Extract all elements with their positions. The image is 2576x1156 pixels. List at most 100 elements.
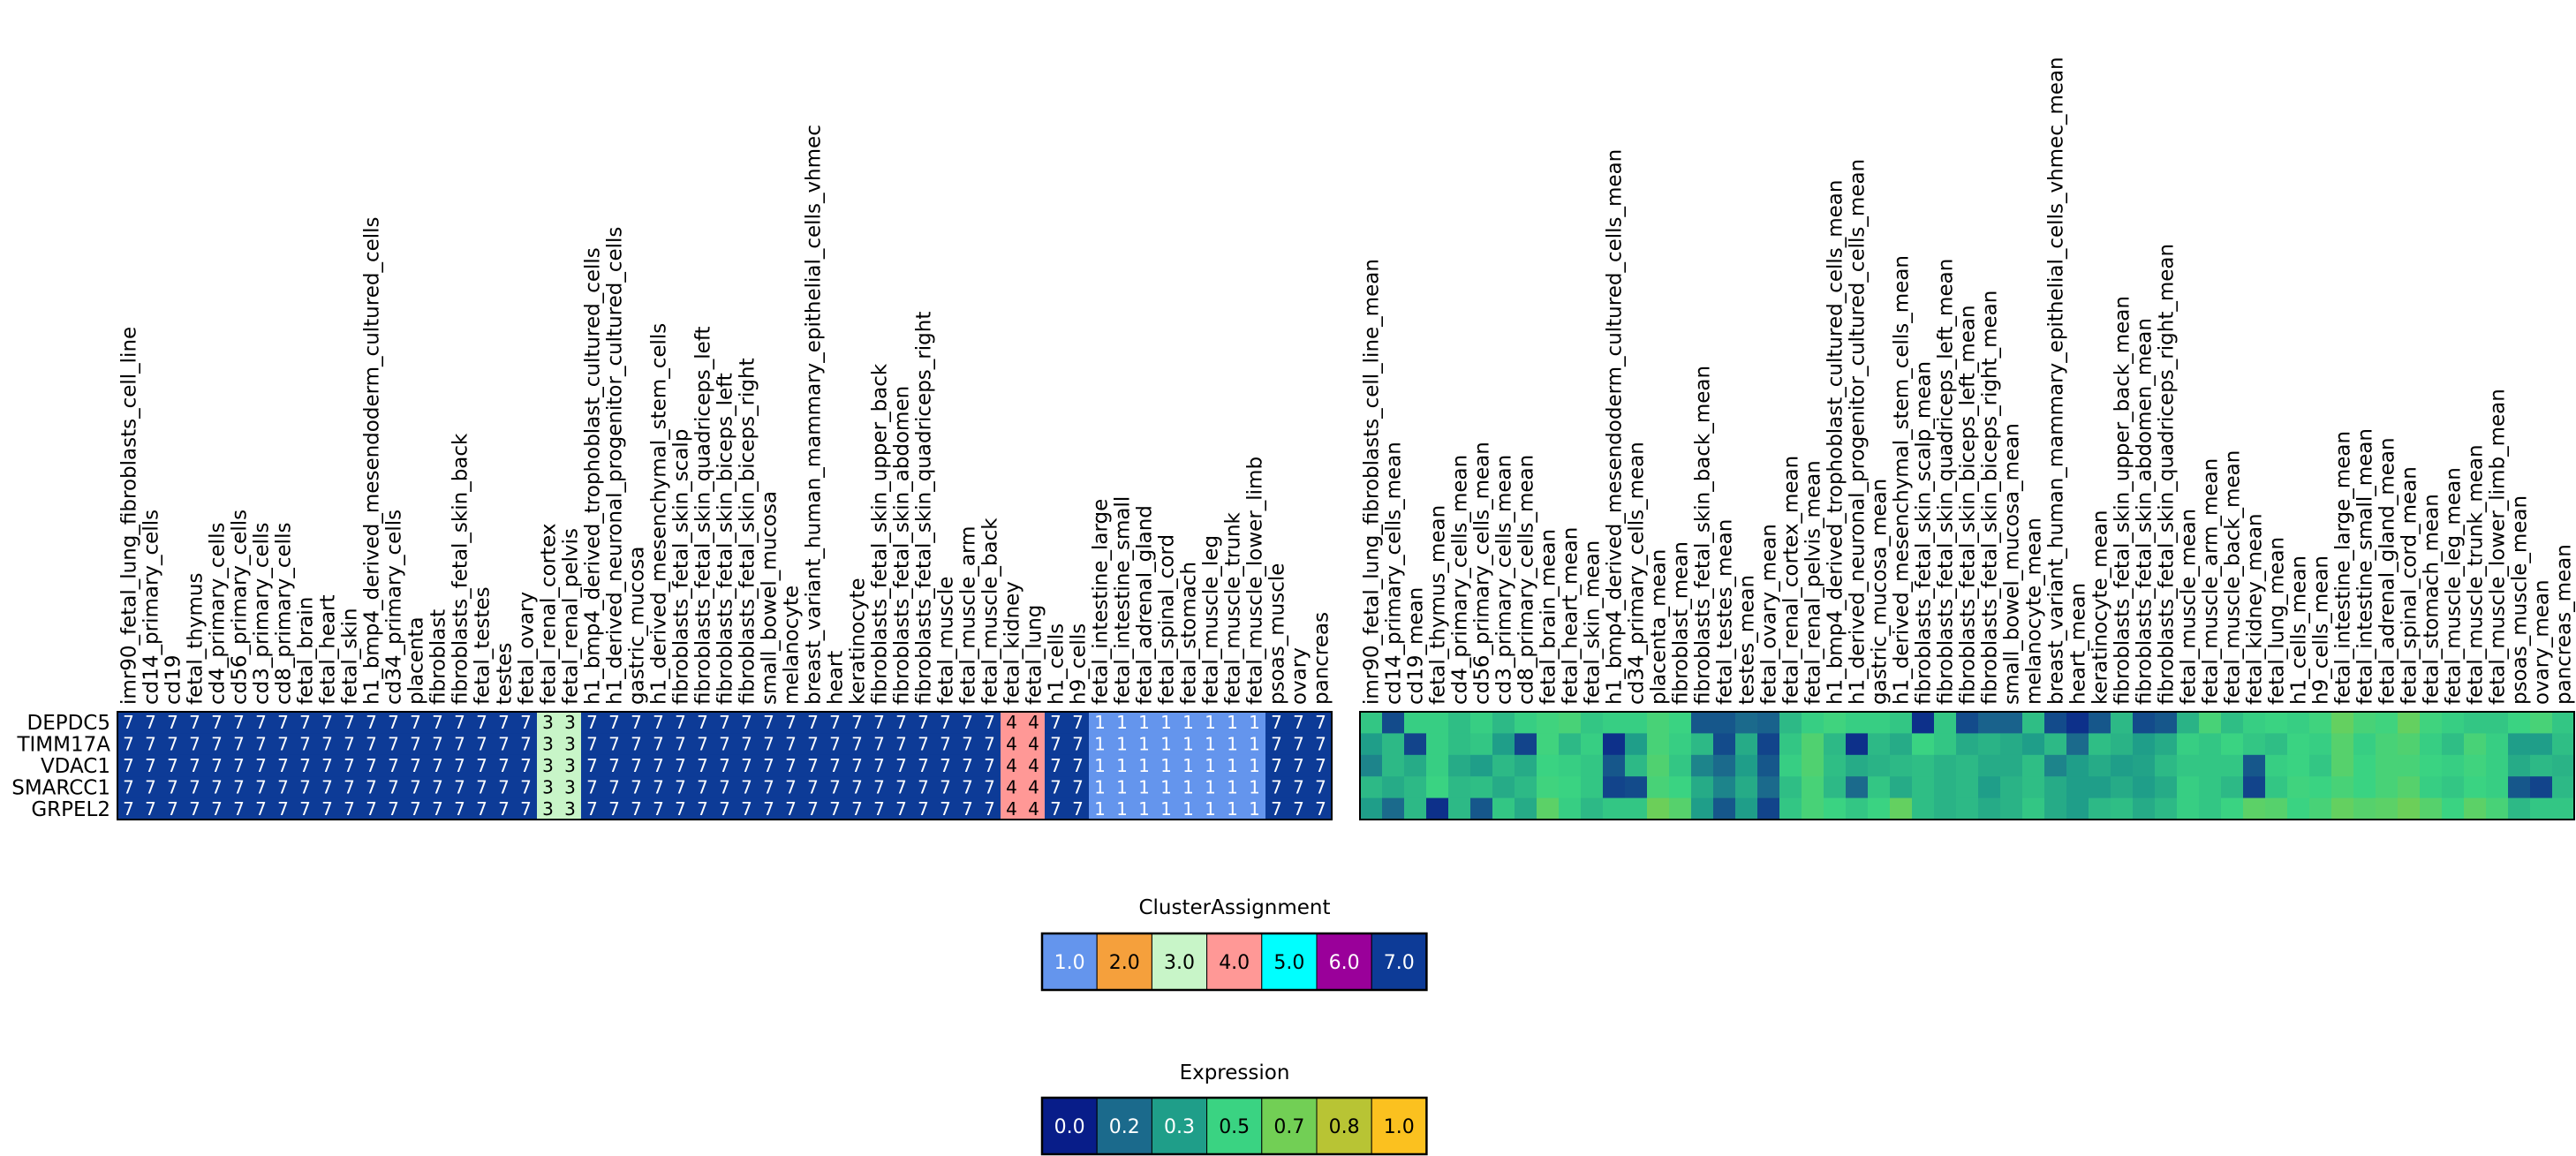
expression-cell — [2530, 712, 2553, 734]
cluster-cell-label: 7 — [741, 734, 752, 755]
expression-cell — [1448, 712, 1471, 734]
cluster-cell — [1177, 754, 1200, 777]
expression-cell — [1713, 712, 1736, 734]
cluster-cell-label: 7 — [741, 798, 752, 820]
cluster-cell — [802, 712, 825, 734]
cluster-cell-label: 7 — [962, 798, 973, 820]
cluster-cell — [1089, 712, 1112, 734]
column-label: fetal_spinal_cord — [1156, 534, 1179, 705]
expression-cell — [2530, 754, 2553, 777]
cluster-cell-label: 4 — [1006, 712, 1017, 733]
cluster-cell — [1265, 712, 1288, 734]
expression-cell — [1912, 797, 1935, 820]
cluster-cell-label: 7 — [277, 712, 289, 733]
cluster-cell — [250, 733, 273, 756]
expression-cell — [2044, 797, 2067, 820]
column-label: cd3_primary_cells — [251, 523, 274, 705]
expression-cell — [1537, 712, 1560, 734]
expression-cell — [1802, 776, 1824, 798]
cluster-cell-label: 7 — [1271, 776, 1282, 797]
expression-cell — [1757, 797, 1780, 820]
expression-cell — [2044, 733, 2067, 756]
cluster-cell-label: 7 — [940, 712, 951, 733]
expression-cell — [2376, 776, 2398, 798]
legend-label: 0.2 — [1109, 1116, 1140, 1138]
cluster-cell-label: 7 — [123, 798, 134, 820]
column-label: pancreas_mean — [2553, 544, 2576, 705]
cluster-cell — [1288, 712, 1311, 734]
expression-cell — [1603, 776, 1626, 798]
expression-cell — [1426, 733, 1449, 756]
cluster-cell-label: 7 — [277, 798, 289, 820]
expression-cell — [1581, 712, 1604, 734]
expression-cell — [1978, 776, 2001, 798]
expression-cell — [2221, 754, 2244, 777]
cluster-cell-label: 1 — [1227, 776, 1238, 797]
expression-cell — [2022, 776, 2045, 798]
cluster-cell-label: 1 — [1138, 798, 1150, 820]
cluster-cell-label: 7 — [918, 734, 929, 755]
cluster-cell — [537, 754, 560, 777]
expression-cell — [1603, 733, 1626, 756]
expression-cell — [2353, 712, 2376, 734]
cluster-cell — [1199, 712, 1222, 734]
expression-cell — [1426, 797, 1449, 820]
cluster-cell-label: 7 — [608, 776, 620, 797]
expression-cell — [1537, 733, 1560, 756]
cluster-cell — [912, 797, 935, 820]
expression-cell — [1735, 776, 1758, 798]
legend-frame — [1040, 932, 1428, 992]
cluster-cell-label: 7 — [785, 712, 797, 733]
cluster-cell — [846, 733, 869, 756]
cluster-cell — [515, 733, 538, 756]
cluster-cell-label: 7 — [167, 712, 178, 733]
expression-cell — [1890, 797, 1913, 820]
cluster-cell — [669, 797, 692, 820]
cluster-cell — [228, 712, 251, 734]
expression-legend-swatches: 0.0 0.2 0.3 0.5 0.7 0.8 1.0 — [1040, 1096, 1428, 1156]
expression-cell — [1868, 733, 1891, 756]
cluster-cell — [691, 712, 714, 734]
cluster-cell-label: 7 — [233, 776, 245, 797]
expression-cell — [1537, 797, 1560, 820]
cluster-cell-label: 7 — [675, 755, 686, 776]
cluster-cell-label: 7 — [918, 776, 929, 797]
cluster-cell — [581, 797, 604, 820]
expression-cell — [1537, 754, 1560, 777]
cluster-cell — [691, 733, 714, 756]
expression-cell — [1515, 776, 1537, 798]
cluster-cell-label: 7 — [476, 712, 487, 733]
cluster-cell-label: 7 — [586, 776, 598, 797]
cluster-cell — [228, 776, 251, 798]
cluster-cell — [736, 733, 759, 756]
legend-swatch — [1096, 1097, 1152, 1155]
expression-cell — [1735, 754, 1758, 777]
expression-cell — [2089, 797, 2111, 820]
cluster-cell-label: 7 — [1050, 712, 1061, 733]
cluster-cell-label: 7 — [851, 712, 863, 733]
cluster-cell — [868, 733, 891, 756]
column-label: fetal_ovary_mean — [1758, 524, 1781, 705]
expression-cell — [1802, 733, 1824, 756]
cluster-cell — [427, 733, 449, 756]
column-label: imr90_fetal_lung_fibroblasts_cell_line — [118, 327, 141, 705]
cluster-cell — [162, 754, 185, 777]
cluster-cell-label: 7 — [1315, 755, 1326, 776]
cluster-cell-label: 7 — [719, 712, 730, 733]
cluster-cell — [1265, 754, 1288, 777]
cluster-cell-label: 7 — [1271, 798, 1282, 820]
cluster-cell-label: 7 — [741, 776, 752, 797]
cluster-cell — [316, 733, 339, 756]
expression-cell — [1956, 776, 1979, 798]
expression-cell — [2353, 776, 2376, 798]
cluster-cell-label: 4 — [1028, 776, 1039, 797]
legend-label: 0.5 — [1219, 1116, 1250, 1138]
expression-cell — [1757, 754, 1780, 777]
cluster-cell-label: 7 — [1072, 776, 1084, 797]
column-label: fetal_renal_cortex — [538, 524, 561, 705]
cluster-cell-label: 7 — [410, 734, 421, 755]
cluster-cell-label: 7 — [763, 798, 774, 820]
column-label: fetal_intestine_large_mean — [2332, 431, 2355, 705]
cluster-cell-label: 7 — [719, 798, 730, 820]
cluster-cell — [294, 733, 317, 756]
